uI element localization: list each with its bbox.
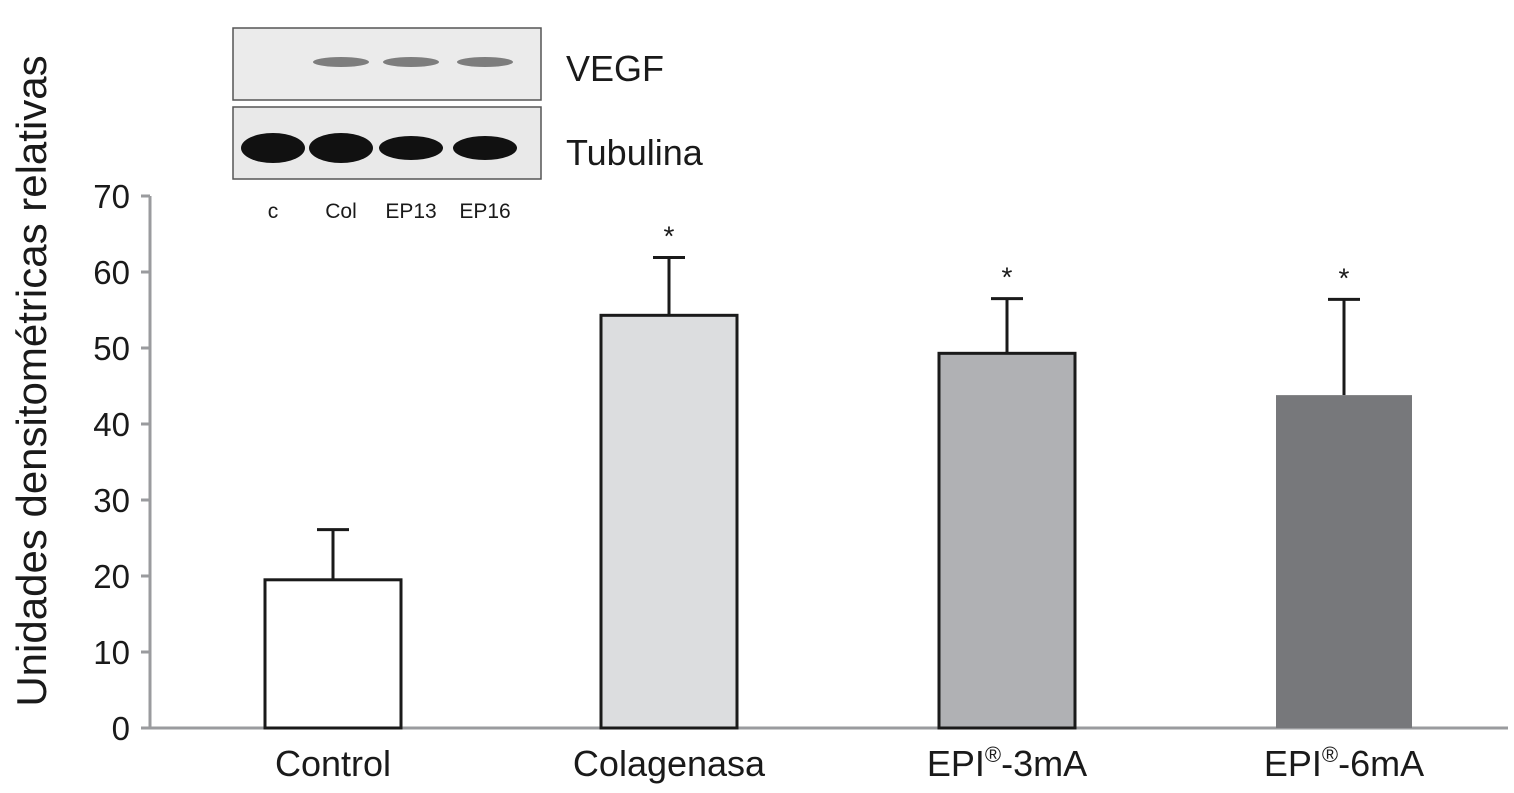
western-blot-inset: VEGF Tubulina c Col EP13 EP16: [232, 27, 704, 223]
y-axis-title: Unidades densitométricas relativas: [8, 55, 55, 706]
y-tick-label: 40: [93, 406, 130, 443]
y-tick-label: 20: [93, 558, 130, 595]
y-tick-label: 70: [93, 178, 130, 215]
blot-band: [457, 57, 513, 67]
x-tick-label: EPI®-6mA: [1264, 742, 1424, 784]
y-tick-label: 0: [112, 710, 130, 747]
significance-marker: *: [1002, 262, 1013, 293]
blot-band-label: Tubulina: [566, 132, 704, 173]
bar-series: Control * Colagenasa * EPI®-3mA * EPI®-6mA: [263, 221, 1424, 784]
y-tick-label: 10: [93, 634, 130, 671]
significance-marker: *: [664, 221, 675, 252]
blot-lane-label: EP13: [385, 200, 436, 223]
blot-band-label: VEGF: [566, 48, 664, 89]
y-tick-label: 50: [93, 330, 130, 367]
y-tick-label: 30: [93, 482, 130, 519]
x-tick-label: Colagenasa: [573, 743, 766, 784]
bar: [599, 313, 739, 730]
blot-band: [383, 57, 439, 67]
blot-band: [241, 133, 305, 163]
blot-lane-label: EP16: [459, 200, 510, 223]
blot-lane-label: c: [268, 200, 279, 223]
y-tick-label: 60: [93, 254, 130, 291]
bar: [937, 351, 1077, 730]
bar: [263, 578, 403, 730]
x-tick-label: EPI®-3mA: [927, 742, 1087, 784]
x-tick-label: Control: [275, 743, 391, 784]
blot-band: [453, 136, 517, 160]
blot-band: [309, 133, 373, 163]
blot-lane-label: Col: [325, 200, 357, 223]
blot-band: [379, 136, 443, 160]
significance-marker: *: [1339, 262, 1350, 293]
bar: [1276, 395, 1412, 728]
blot-band: [313, 57, 369, 67]
